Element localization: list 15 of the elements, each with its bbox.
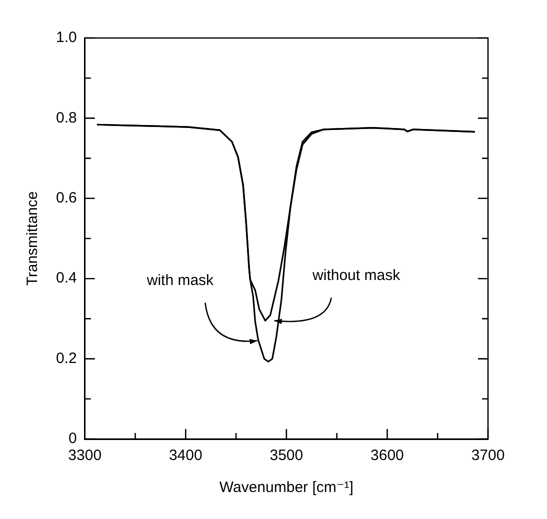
- annotation: without mask: [312, 266, 401, 284]
- x-tick-label: 3700: [471, 447, 505, 464]
- annotation: with mask: [146, 272, 214, 289]
- x-tick-label: 3500: [270, 447, 304, 464]
- y-tick-label: 0.2: [56, 350, 77, 367]
- x-tick-label: 3400: [168, 447, 202, 464]
- y-tick-label: 0.8: [56, 109, 77, 126]
- x-tick-label: 3300: [68, 447, 102, 464]
- y-tick-label: 0.4: [56, 270, 77, 287]
- y-tick-label: 0.6: [56, 190, 77, 207]
- y-axis-title: Transmittance: [24, 191, 42, 286]
- x-axis-title: Wavenumber [cm⁻¹]: [219, 479, 354, 496]
- y-tick-label: 0: [68, 430, 77, 448]
- y-tick-label: 1.0: [56, 29, 77, 46]
- x-tick-label: 3600: [370, 447, 404, 464]
